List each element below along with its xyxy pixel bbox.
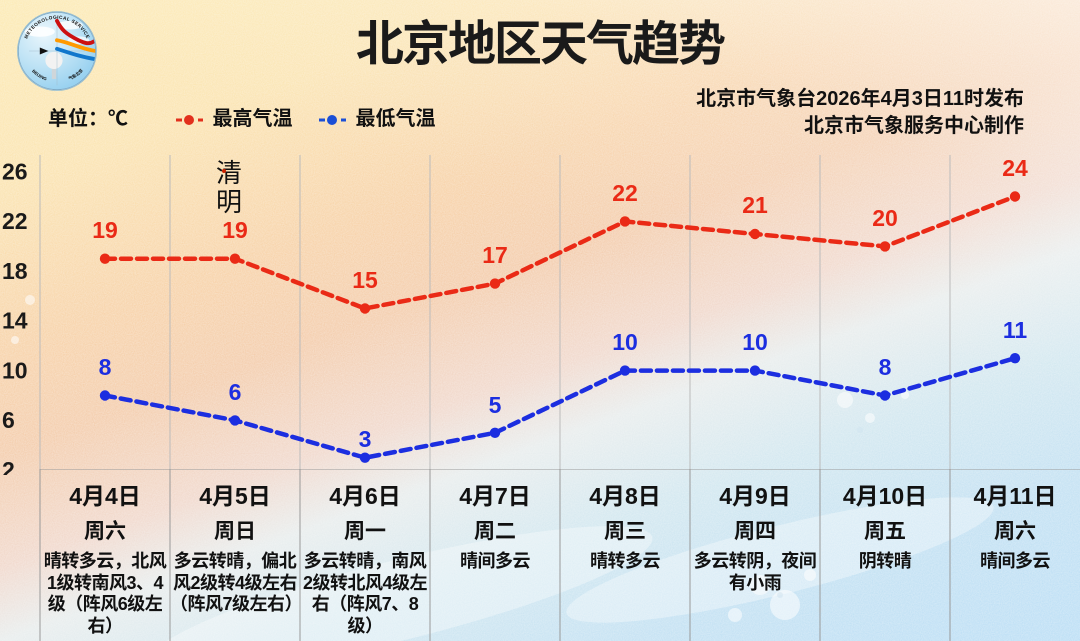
svg-text:20: 20	[872, 205, 898, 231]
svg-text:10: 10	[2, 357, 28, 383]
svg-text:5: 5	[489, 392, 502, 418]
svg-text:15: 15	[352, 267, 378, 293]
svg-text:24: 24	[1002, 155, 1028, 181]
svg-text:22: 22	[2, 208, 28, 234]
svg-text:10: 10	[742, 329, 768, 355]
svg-text:26: 26	[2, 159, 28, 185]
svg-text:19: 19	[92, 217, 118, 243]
svg-text:10: 10	[612, 329, 638, 355]
svg-text:14: 14	[2, 308, 28, 334]
svg-text:清: 清	[216, 159, 242, 188]
svg-text:6: 6	[229, 379, 242, 405]
svg-text:17: 17	[482, 242, 508, 268]
svg-text:11: 11	[1003, 317, 1028, 343]
svg-text:3: 3	[359, 426, 372, 452]
svg-text:8: 8	[879, 354, 892, 380]
svg-text:21: 21	[742, 192, 768, 218]
svg-text:19: 19	[222, 217, 248, 243]
svg-text:8: 8	[99, 354, 112, 380]
svg-text:明: 明	[216, 188, 242, 217]
svg-text:18: 18	[2, 258, 28, 284]
svg-text:6: 6	[2, 407, 15, 433]
svg-text:22: 22	[612, 180, 638, 206]
